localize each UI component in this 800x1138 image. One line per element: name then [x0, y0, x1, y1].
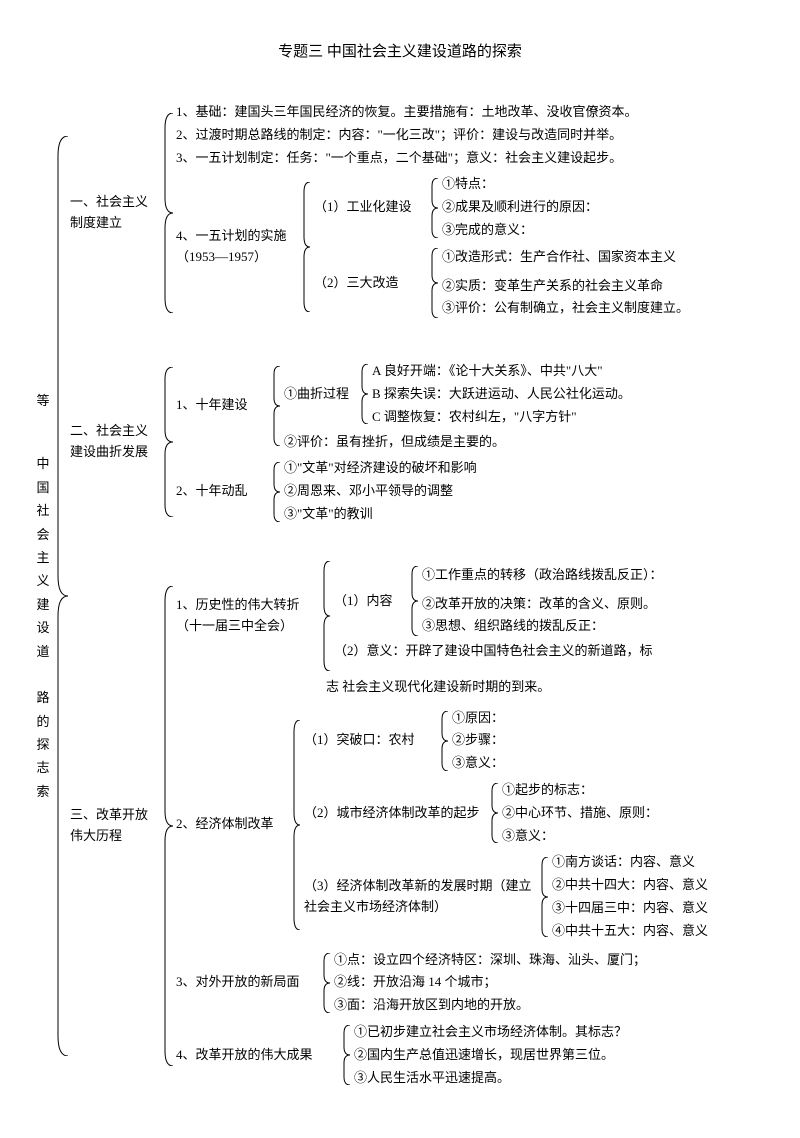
s3-l1a2: ②改革开放的决策：改革的含义、原则。 — [422, 594, 770, 615]
section-3: 三、改革开放伟大历程 1、历史性的伟大转折（十一届三中全会） （1）内容 ①工作… — [70, 559, 770, 1093]
s3-l4b: ②国内生产总值迅速增长，现居世界第三位。 — [354, 1045, 770, 1066]
s3-l1b: （2）意义：开辟了建设中国特色社会主义的新道路，标 — [334, 641, 770, 662]
s1-l3: 3、一五计划制定：任务："一个重点，二个基础"；意义：社会主义建设起步。 — [176, 148, 770, 169]
s3-l1a3: ③思想、组织路线的拨乱反正： — [422, 616, 770, 637]
s2-l1: 1、十年建设 ①曲折过程 A 良好开端：《论十大关系》、中共"八大" B 探索失… — [176, 357, 770, 454]
s1-l2: 2、过渡时期总路线的制定：内容："一化三改"；评价：建设与改造同时并举。 — [176, 125, 770, 146]
s2-l2c: ③"文革"的教训 — [284, 504, 770, 525]
s3-l4-label: 4、改革开放的伟大成果 — [176, 1020, 340, 1090]
s3-l2a1: ①原因： — [452, 708, 770, 729]
s1-l4a2: ②成果及顺利进行的原因： — [442, 197, 770, 218]
s3-l1: 1、历史性的伟大转折（十一届三中全会） （1）内容 ①工作重点的转移（政治路线拨… — [176, 561, 770, 671]
section-3-label: 三、改革开放伟大历程 — [70, 559, 162, 1093]
s1-l4b: （2）三大改造 ①改造形式：生产合作社、国家资本主义 ②实质：变革生产关系的社会… — [314, 245, 770, 321]
s3-l3: 3、对外开放的新局面 ①点：设立四个经济特区：深圳、珠海、汕头、厦门； ②线：开… — [176, 948, 770, 1018]
s2-l1a1: A 良好开端：《论十大关系》、中共"八大" — [372, 361, 770, 382]
root-label: 等 中 国 社 会 主 义 建 设 道 路 的 探 志 索 — [30, 94, 56, 1098]
s3-l2a2: ②步骤： — [452, 730, 770, 751]
s2-l1-label: 1、十年建设 — [176, 357, 270, 454]
s3-l2a3: ③意义： — [452, 753, 770, 774]
s3-l2c-label: （3）经济体制改革新的发展时期（建立社会主义市场经济体制） — [304, 850, 538, 943]
s3-l2b-label: （2）城市经济体制改革的起步 — [304, 778, 488, 848]
s3-l2b1: ①起步的标志： — [502, 780, 770, 801]
s3-l2a-label: （1）突破口：农村 — [304, 706, 438, 776]
root-brace — [56, 94, 70, 1098]
main-content: 一、社会主义制度建立 1、基础：建国头三年国民经济的恢复。主要措施有：土地改革、… — [70, 94, 770, 1098]
s3-l3c: ③面：沿海开放区到内地的开放。 — [334, 995, 770, 1016]
s3-l3a: ①点：设立四个经济特区：深圳、珠海、汕头、厦门； — [334, 950, 770, 971]
s3-l2c4: ④中共十五大：内容、意义 — [552, 921, 770, 942]
s2-brace — [162, 355, 176, 529]
s3-l2b2: ②中心环节、措施、原则： — [502, 803, 770, 824]
s3-l1a1: ①工作重点的转移（政治路线拨乱反正）： — [422, 565, 770, 586]
s1-l4a1: ①特点： — [442, 174, 770, 195]
s1-l4b2: ②实质：变革生产关系的社会主义革命 — [442, 276, 770, 297]
s3-l3b: ②线：开放沿海 14 个城市； — [334, 972, 770, 993]
s3-l4: 4、改革开放的伟大成果 ①已初步建立社会主义市场经济体制。其标志？ ②国内生产总… — [176, 1020, 770, 1090]
s3-l1c: 志 社会主义现代化建设新时期的到来。 — [326, 677, 770, 698]
s3-l1a-label: （1）内容 — [334, 563, 408, 639]
s2-l2a: ①"文革"对经济建设的破坏和影响 — [284, 458, 770, 479]
s1-l4a-label: （1）工业化建设 — [314, 172, 428, 242]
s1-l4a: （1）工业化建设 ①特点： ②成果及顺利进行的原因： ③完成的意义： — [314, 172, 770, 242]
root-vertical: 中 — [36, 452, 49, 475]
s3-l4a: ①已初步建立社会主义市场经济体制。其标志？ — [354, 1022, 770, 1043]
s1-l4-content: （1）工业化建设 ①特点： ②成果及顺利进行的原因： ③完成的意义： （2）三大… — [314, 170, 770, 323]
section-2-label: 二、社会主义建设曲折发展 — [70, 355, 162, 529]
s2-l1a2: B 探索失误：大跃进运动、人民公社化运动。 — [372, 384, 770, 405]
s1-lines: 1、基础：建国头三年国民经济的恢复。主要措施有：土地改革、没收官僚资本。 2、过… — [176, 100, 770, 325]
s2-l2: 2、十年动乱 ①"文革"对经济建设的破坏和影响 ②周恩来、邓小平领导的调整 ③"… — [176, 456, 770, 526]
section-1-label: 一、社会主义制度建立 — [70, 100, 162, 325]
s1-l4b1: ①改造形式：生产合作社、国家资本主义 — [442, 247, 770, 268]
s1-l4a3: ③完成的意义： — [442, 220, 770, 241]
s3-l1a: （1）内容 ①工作重点的转移（政治路线拨乱反正）： ②改革开放的决策：改革的含义… — [334, 563, 770, 639]
s3-l2b: （2）城市经济体制改革的起步 ①起步的标志： ②中心环节、措施、原则： ③意义： — [304, 778, 770, 848]
s3-l2c1: ①南方谈话：内容、意义 — [552, 852, 770, 873]
s3-l2-label: 2、经济体制改革 — [176, 704, 290, 946]
s3-l1-label: 1、历史性的伟大转折（十一届三中全会） — [176, 561, 320, 671]
s3-l3-label: 3、对外开放的新局面 — [176, 948, 320, 1018]
s1-l1: 1、基础：建国头三年国民经济的恢复。主要措施有：土地改革、没收官僚资本。 — [176, 102, 770, 123]
root-tree: 等 中 国 社 会 主 义 建 设 道 路 的 探 志 索 一、社会主义制度建立… — [30, 94, 770, 1098]
page-title: 专题三 中国社会主义建设道路的探索 — [30, 40, 770, 64]
s3-l2c3: ③十四届三中：内容、意义 — [552, 898, 770, 919]
s2-lines: 1、十年建设 ①曲折过程 A 良好开端：《论十大关系》、中共"八大" B 探索失… — [176, 355, 770, 529]
s2-l1a: ①曲折过程 A 良好开端：《论十大关系》、中共"八大" B 探索失误：大跃进运动… — [284, 359, 770, 429]
s2-l2b: ②周恩来、邓小平领导的调整 — [284, 481, 770, 502]
s3-brace — [162, 559, 176, 1093]
s1-brace — [162, 100, 176, 325]
s3-l2: 2、经济体制改革 （1）突破口：农村 ①原因： ②步骤： ③意义： — [176, 704, 770, 946]
s3-l4c: ③人民生活水平迅速提高。 — [354, 1068, 770, 1089]
section-1: 一、社会主义制度建立 1、基础：建国头三年国民经济的恢复。主要措施有：土地改革、… — [70, 100, 770, 325]
s3-l2a: （1）突破口：农村 ①原因： ②步骤： ③意义： — [304, 706, 770, 776]
equal-char: 等 — [36, 389, 49, 412]
s3-l2c2: ②中共十四大：内容、意义 — [552, 875, 770, 896]
s1-l4b3: ③评价：公有制确立，社会主义制度建立。 — [442, 298, 770, 319]
s1-l4: 4、一五计划的实施（1953—1957） （1）工业化建设 ①特点： ②成果及顺… — [176, 170, 770, 323]
s1-l4-brace — [300, 170, 314, 323]
s2-l1a3: C 调整恢复：农村纠左，"八字方针" — [372, 407, 770, 428]
s3-l2c: （3）经济体制改革新的发展时期（建立社会主义市场经济体制） ①南方谈话：内容、意… — [304, 850, 770, 943]
s2-l2-label: 2、十年动乱 — [176, 456, 270, 526]
s2-l1b: ②评价：虽有挫折，但成绩是主要的。 — [284, 432, 770, 453]
section-2: 二、社会主义建设曲折发展 1、十年建设 ①曲折过程 A 良好开端：《论十大关系》… — [70, 355, 770, 529]
s1-l4b-label: （2）三大改造 — [314, 245, 428, 321]
s1-l4-label: 4、一五计划的实施（1953—1957） — [176, 170, 300, 323]
s3-l2b3: ③意义： — [502, 826, 770, 847]
s2-l1a-label: ①曲折过程 — [284, 359, 358, 429]
s3-lines: 1、历史性的伟大转折（十一届三中全会） （1）内容 ①工作重点的转移（政治路线拨… — [176, 559, 770, 1093]
